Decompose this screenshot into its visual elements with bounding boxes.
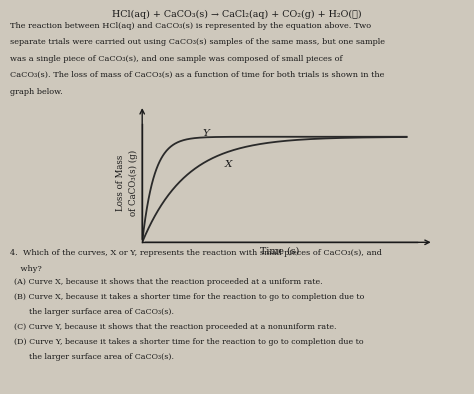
- Text: (D) Curve Y, because it takes a shorter time for the reaction to go to completio: (D) Curve Y, because it takes a shorter …: [14, 338, 364, 346]
- X-axis label: Time (s): Time (s): [260, 247, 300, 255]
- Text: (C) Curve Y, because it shows that the reaction proceeded at a nonuniform rate.: (C) Curve Y, because it shows that the r…: [14, 323, 337, 331]
- Text: CaCO₃(s). The loss of mass of CaCO₃(s) as a function of time for both trials is : CaCO₃(s). The loss of mass of CaCO₃(s) a…: [10, 71, 385, 79]
- Text: (B) Curve X, because it takes a shorter time for the reaction to go to completio: (B) Curve X, because it takes a shorter …: [14, 293, 365, 301]
- Text: The reaction between HCl(aq) and CaCO₃(s) is represented by the equation above. : The reaction between HCl(aq) and CaCO₃(s…: [10, 22, 372, 30]
- Text: HCl(aq) + CaCO₃(s) → CaCl₂(aq) + CO₂(g) + H₂O(ℓ): HCl(aq) + CaCO₃(s) → CaCl₂(aq) + CO₂(g) …: [112, 10, 362, 19]
- Text: X: X: [225, 160, 232, 169]
- Text: the larger surface area of CaCO₃(s).: the larger surface area of CaCO₃(s).: [14, 308, 174, 316]
- Text: why?: why?: [10, 265, 42, 273]
- Text: Y: Y: [203, 129, 210, 138]
- Text: was a single piece of CaCO₃(s), and one sample was composed of small pieces of: was a single piece of CaCO₃(s), and one …: [10, 55, 343, 63]
- Y-axis label: Loss of Mass
of CaCO₃(s) (g): Loss of Mass of CaCO₃(s) (g): [116, 150, 138, 216]
- Text: (A) Curve X, because it shows that the reaction proceeded at a uniform rate.: (A) Curve X, because it shows that the r…: [14, 278, 323, 286]
- Text: separate trials were carried out using CaCO₃(s) samples of the same mass, but on: separate trials were carried out using C…: [10, 38, 385, 46]
- Text: 4.  Which of the curves, X or Y, represents the reaction with small pieces of Ca: 4. Which of the curves, X or Y, represen…: [10, 249, 383, 257]
- Text: graph below.: graph below.: [10, 88, 63, 96]
- Text: the larger surface area of CaCO₃(s).: the larger surface area of CaCO₃(s).: [14, 353, 174, 361]
